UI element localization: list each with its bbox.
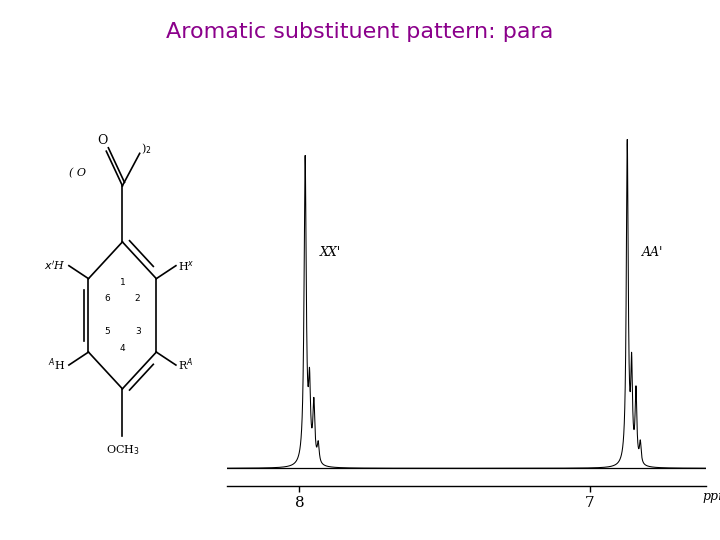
Text: ( O: ( O xyxy=(69,167,86,178)
Text: OCH$_3$: OCH$_3$ xyxy=(106,443,139,457)
Text: $x'$H: $x'$H xyxy=(44,259,66,272)
Text: R$^A$: R$^A$ xyxy=(179,357,194,373)
Text: )$_2$: )$_2$ xyxy=(141,141,151,157)
Text: AA': AA' xyxy=(642,246,663,259)
Text: 6: 6 xyxy=(104,294,110,303)
Text: O: O xyxy=(98,134,108,147)
Text: XX': XX' xyxy=(320,246,341,259)
Text: H$^x$: H$^x$ xyxy=(179,259,194,273)
Text: 3: 3 xyxy=(135,327,140,336)
Text: 2: 2 xyxy=(135,294,140,303)
Text: 1: 1 xyxy=(120,278,125,287)
Text: $^A$H: $^A$H xyxy=(48,357,66,373)
Text: 4: 4 xyxy=(120,344,125,353)
Text: Aromatic substituent pattern: para: Aromatic substituent pattern: para xyxy=(166,22,554,42)
Text: 5: 5 xyxy=(104,327,110,336)
Text: ppm: ppm xyxy=(703,490,720,503)
